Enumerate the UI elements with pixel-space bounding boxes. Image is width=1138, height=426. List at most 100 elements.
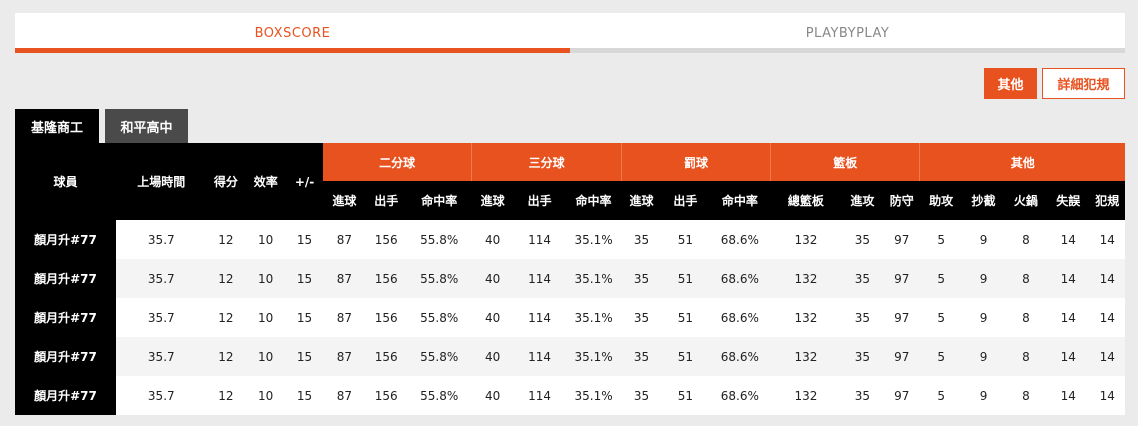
stat-cell: 51 [661,376,710,415]
stat-cell: 14 [1047,298,1090,337]
stat-cell: 9 [962,298,1005,337]
stat-subheader: 進球 [322,181,367,220]
stat-cell: 87 [322,298,367,337]
player-name[interactable]: 顏月升#77 [15,220,116,259]
stat-subheader: 總籃板 [770,181,842,220]
stat-cell: 68.6% [709,220,771,259]
efficiency-header: 效率 [245,143,287,220]
stat-subheader: 犯規 [1089,181,1125,220]
stat-subheader: 命中率 [406,181,472,220]
player-name[interactable]: 顏月升#77 [15,376,116,415]
stat-cell: 10 [245,337,287,376]
stat-cell: 55.8% [406,298,472,337]
stat-cell: 132 [770,298,842,337]
stat-cell: 87 [322,220,367,259]
stat-cell: 97 [883,259,920,298]
stat-cell: 68.6% [709,337,771,376]
stat-subheader: 出手 [661,181,710,220]
stat-cell: 35 [841,298,884,337]
stat-cell: 114 [513,259,566,298]
stat-cell: 8 [1004,259,1048,298]
player-name[interactable]: 顏月升#77 [15,298,116,337]
stat-cell: 156 [366,337,407,376]
stat-cell: 87 [322,337,367,376]
stat-cell: 40 [471,337,514,376]
stat-cell: 8 [1004,337,1048,376]
stat-cell: 14 [1047,376,1090,415]
other-button[interactable]: 其他 [984,68,1037,99]
stat-cell: 35.1% [565,259,622,298]
tab-boxscore[interactable]: BOXSCORE [15,13,570,53]
stat-cell: 14 [1089,298,1125,337]
stat-subheader: 防守 [883,181,920,220]
stat-cell: 51 [661,220,710,259]
stat-cell: 97 [883,220,920,259]
stat-cell: 5 [919,220,963,259]
table-row: 顏月升#77 35.7 12 10 15 87 156 55.8% 40 114 35.1% 35 51… [15,259,1125,298]
stat-cell: 35.7 [115,220,207,259]
boxscore-table: 球員 上場時間 得分 效率 +/- 二分球 三分球 罰球 籃板 其他 進球 出手命… [15,143,1125,415]
stat-subheader: 出手 [513,181,566,220]
stat-cell: 55.8% [406,220,472,259]
stat-subheader: 抄截 [962,181,1005,220]
stat-cell: 8 [1004,376,1048,415]
stat-cell: 132 [770,220,842,259]
stat-cell: 12 [206,337,246,376]
stat-cell: 51 [661,337,710,376]
stat-cell: 10 [245,376,287,415]
stat-cell: 35 [621,337,662,376]
stat-cell: 35 [841,376,884,415]
stat-cell: 97 [883,376,920,415]
stat-cell: 68.6% [709,376,771,415]
stat-cell: 5 [919,337,963,376]
player-name[interactable]: 顏月升#77 [15,337,116,376]
stat-cell: 114 [513,376,566,415]
detailed-fouls-button[interactable]: 詳細犯規 [1042,68,1125,99]
player-name[interactable]: 顏月升#77 [15,259,116,298]
stat-cell: 12 [206,298,246,337]
stat-cell: 10 [245,298,287,337]
stat-subheader: 命中率 [709,181,771,220]
minutes-header: 上場時間 [115,143,207,220]
stat-cell: 35.7 [115,337,207,376]
stat-cell: 35.7 [115,376,207,415]
stat-cell: 35 [621,376,662,415]
stat-cell: 9 [962,259,1005,298]
table-row: 顏月升#77 35.7 12 10 15 87 156 55.8% 40 114 35.1% 35 51… [15,337,1125,376]
team-tab-home[interactable]: 基隆商工 [15,109,99,144]
table-row: 顏月升#77 35.7 12 10 15 87 156 55.8% 40 114 35.1% 35 51… [15,376,1125,415]
stat-cell: 97 [883,337,920,376]
stat-cell: 35 [841,259,884,298]
table-row: 顏月升#77 35.7 12 10 15 87 156 55.8% 40 114 35.1% 35 51… [15,298,1125,337]
stat-cell: 14 [1089,337,1125,376]
stat-cell: 5 [919,298,963,337]
stat-cell: 35 [841,337,884,376]
stat-cell: 14 [1089,376,1125,415]
stat-cell: 132 [770,376,842,415]
stat-cell: 5 [919,376,963,415]
stat-cell: 10 [245,220,287,259]
stat-cell: 35.7 [115,298,207,337]
stat-cell: 12 [206,220,246,259]
stat-cell: 55.8% [406,376,472,415]
stat-cell: 156 [366,259,407,298]
stat-cell: 15 [286,337,323,376]
tab-playbyplay[interactable]: PLAYBYPLAY [570,13,1125,53]
rebounds-group-header: 籃板 [770,143,920,181]
free-throw-group-header: 罰球 [620,143,771,181]
stat-subheader: 失誤 [1047,181,1090,220]
main-tabs: BOXSCORE PLAYBYPLAY [15,13,1125,53]
stat-cell: 40 [471,298,514,337]
stat-cell: 40 [471,220,514,259]
stat-cell: 51 [661,259,710,298]
stat-cell: 14 [1089,220,1125,259]
team-tab-away[interactable]: 和平高中 [105,109,188,143]
stat-cell: 14 [1089,259,1125,298]
stat-cell: 10 [245,259,287,298]
player-column-header: 球員 [15,143,116,220]
stat-cell: 35 [621,259,662,298]
stat-subheader: 命中率 [565,181,622,220]
stat-cell: 68.6% [709,298,771,337]
stat-cell: 35.7 [115,259,207,298]
stat-cell: 114 [513,220,566,259]
